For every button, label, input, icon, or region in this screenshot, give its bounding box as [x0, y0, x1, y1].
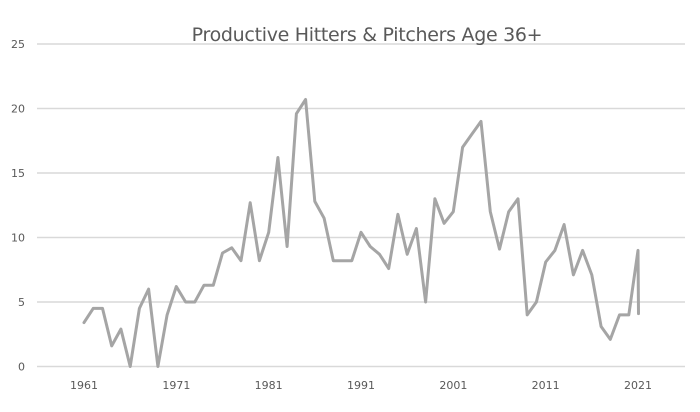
- data-series-line: [82, 98, 640, 368]
- y-axis-labels: 0 5 10 15 20 25: [11, 38, 25, 374]
- gridlines: [37, 43, 685, 368]
- x-tick-label: 1971: [162, 379, 190, 392]
- y-tick-label: 10: [11, 232, 25, 245]
- y-tick-label: 5: [18, 296, 25, 309]
- y-tick-label: 20: [11, 103, 25, 116]
- x-tick-label: 2001: [439, 379, 467, 392]
- x-tick-label: 2011: [532, 379, 560, 392]
- x-tick-label: 1991: [347, 379, 375, 392]
- y-tick-label: 15: [11, 167, 25, 180]
- x-tick-label: 1961: [70, 379, 98, 392]
- x-tick-label: 1981: [255, 379, 283, 392]
- x-tick-label: 2021: [624, 379, 652, 392]
- chart-title: Productive Hitters & Pitchers Age 36+: [191, 24, 543, 46]
- x-axis-labels: 1961 1971 1981 1991 2001 2011 2021: [70, 379, 652, 392]
- y-tick-label: 25: [11, 38, 25, 51]
- y-tick-label: 0: [18, 361, 25, 374]
